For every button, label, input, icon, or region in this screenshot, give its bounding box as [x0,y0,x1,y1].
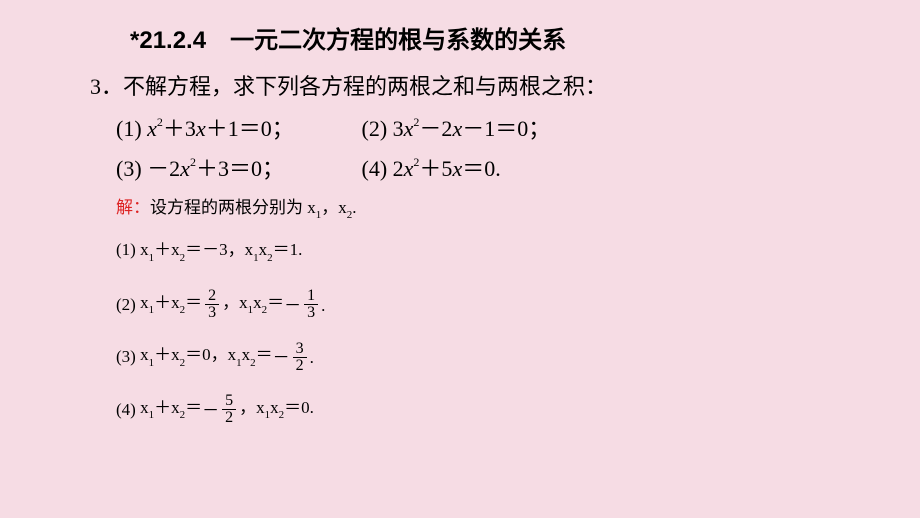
eq2-label: (2) [362,116,388,141]
solution-3: (3) x1＋x2＝0，x1x2＝－32. [0,339,920,377]
solution-4: (4) x1＋x2＝－52，x1x2＝0. [0,392,920,430]
equation-row-1: (1) x2＋3x＋1＝0； (2) 3x2－2x－1＝0； [0,111,920,143]
solution-intro-text: 设方程的两根分别为 x1，x2. [150,198,357,217]
solution-1: (1) x1＋x2＝－3，x1x2＝1. [0,234,920,272]
eq1-body: x2＋3x＋1＝0； [147,116,294,141]
eq1-label: (1) [116,116,142,141]
eq4-body: 2x2＋5x＝0. [393,156,501,181]
equation-row-2: (3) －2x2＋3＝0； (4) 2x2＋5x＝0. [0,151,920,183]
page: *21.2.4 一元二次方程的根与系数的关系 3．不解方程，求下列各方程的两根之… [0,0,920,430]
eq3-label: (3) [116,156,142,181]
problem-statement: 3．不解方程，求下列各方程的两根之和与两根之积： [0,69,920,101]
section-title: *21.2.4 一元二次方程的根与系数的关系 [0,20,920,55]
solution-intro: 解：设方程的两根分别为 x1，x2. [0,193,920,220]
solution-2: (2) x1＋x2＝23，x1x2＝－13. [0,287,920,325]
eq3-body: －2x2＋3＝0； [147,156,284,181]
problem-number: 3． [90,74,123,99]
eq2-body: 3x2－2x－1＝0； [393,116,551,141]
eq4-label: (4) [362,156,388,181]
problem-text: 不解方程，求下列各方程的两根之和与两根之积： [123,74,607,99]
solution-label: 解： [116,198,150,217]
